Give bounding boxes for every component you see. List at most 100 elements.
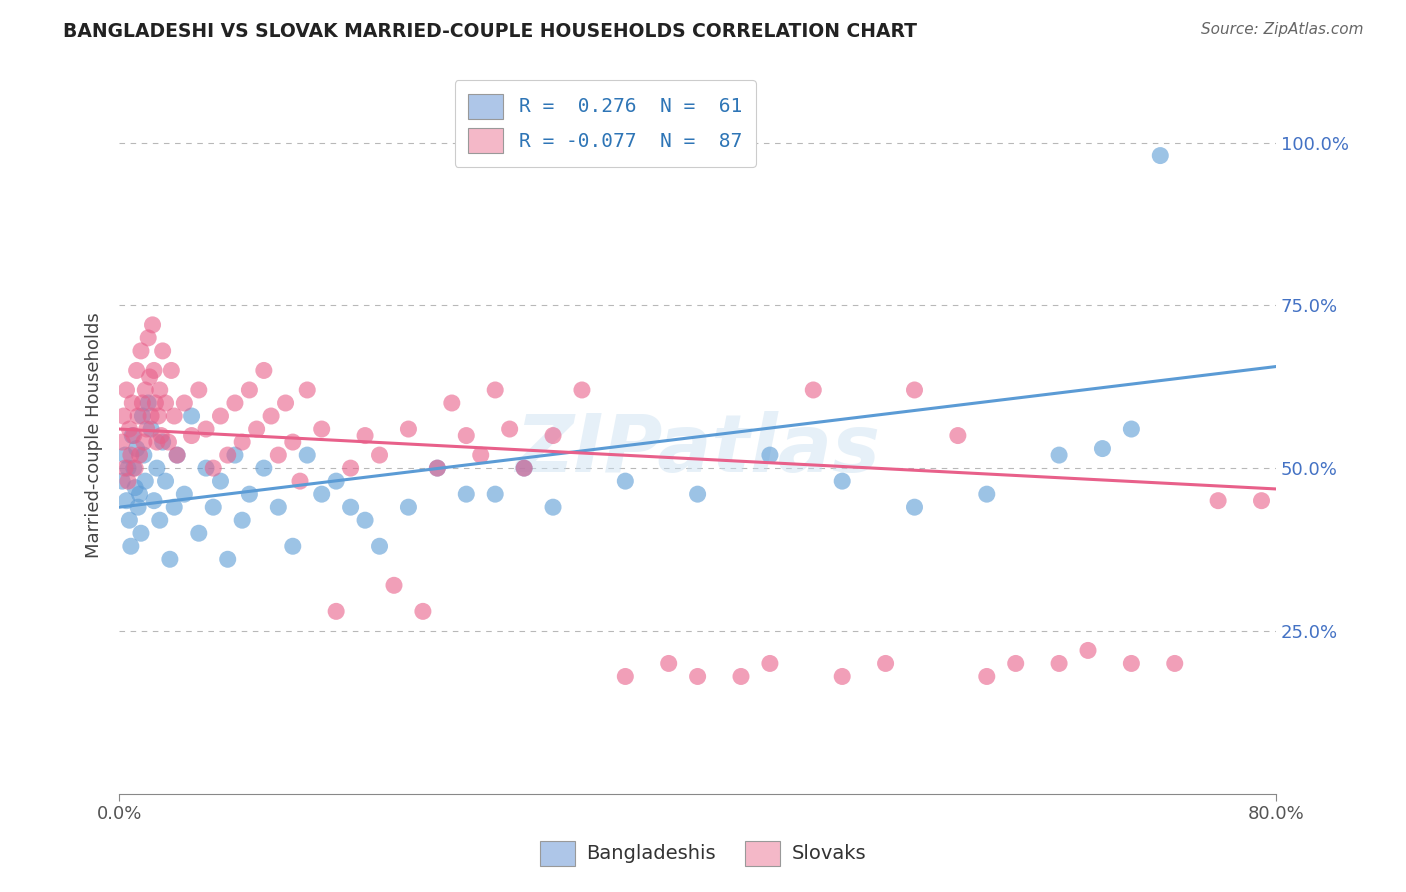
Point bbox=[120, 539, 142, 553]
Point bbox=[202, 500, 225, 515]
Point bbox=[117, 461, 139, 475]
Point bbox=[1206, 493, 1229, 508]
Point bbox=[155, 396, 177, 410]
Point bbox=[903, 383, 925, 397]
Point bbox=[187, 526, 209, 541]
Point bbox=[368, 448, 391, 462]
Point bbox=[127, 409, 149, 423]
Point bbox=[149, 513, 172, 527]
Legend: Bangladeshis, Slovaks: Bangladeshis, Slovaks bbox=[531, 833, 875, 873]
Point bbox=[132, 448, 155, 462]
Point bbox=[339, 500, 361, 515]
Point bbox=[1149, 148, 1171, 162]
Point bbox=[149, 383, 172, 397]
Point bbox=[730, 669, 752, 683]
Point bbox=[118, 422, 141, 436]
Point bbox=[139, 422, 162, 436]
Point bbox=[311, 422, 333, 436]
Point bbox=[166, 448, 188, 462]
Point bbox=[1250, 493, 1272, 508]
Point bbox=[339, 461, 361, 475]
Point bbox=[513, 461, 536, 475]
Point bbox=[260, 409, 283, 423]
Point bbox=[146, 461, 169, 475]
Point bbox=[132, 435, 155, 450]
Point bbox=[134, 474, 156, 488]
Point bbox=[125, 442, 148, 456]
Point bbox=[238, 487, 260, 501]
Point bbox=[118, 513, 141, 527]
Point bbox=[484, 487, 506, 501]
Point bbox=[173, 487, 195, 501]
Point bbox=[614, 474, 637, 488]
Point bbox=[297, 383, 319, 397]
Text: ZIPatlas: ZIPatlas bbox=[515, 411, 880, 489]
Point bbox=[136, 331, 159, 345]
Point bbox=[180, 409, 202, 423]
Point bbox=[470, 448, 492, 462]
Point bbox=[202, 461, 225, 475]
Point bbox=[267, 500, 290, 515]
Point bbox=[875, 657, 897, 671]
Point bbox=[281, 539, 304, 553]
Point bbox=[398, 500, 420, 515]
Point bbox=[498, 422, 520, 436]
Point bbox=[1047, 657, 1070, 671]
Point bbox=[146, 435, 169, 450]
Point bbox=[166, 448, 188, 462]
Point bbox=[195, 461, 218, 475]
Point bbox=[115, 383, 138, 397]
Point bbox=[224, 396, 246, 410]
Point bbox=[382, 578, 405, 592]
Point bbox=[121, 396, 143, 410]
Point bbox=[311, 487, 333, 501]
Point bbox=[759, 657, 782, 671]
Point bbox=[157, 435, 180, 450]
Point bbox=[398, 422, 420, 436]
Point bbox=[180, 428, 202, 442]
Point bbox=[1164, 657, 1187, 671]
Point bbox=[131, 396, 153, 410]
Point bbox=[152, 435, 174, 450]
Point bbox=[412, 604, 434, 618]
Point bbox=[114, 461, 136, 475]
Point bbox=[1077, 643, 1099, 657]
Point bbox=[267, 448, 290, 462]
Point bbox=[127, 500, 149, 515]
Point bbox=[163, 409, 186, 423]
Point bbox=[253, 363, 276, 377]
Point bbox=[976, 669, 998, 683]
Point bbox=[143, 493, 166, 508]
Point bbox=[155, 474, 177, 488]
Point bbox=[115, 493, 138, 508]
Point bbox=[246, 422, 269, 436]
Point bbox=[224, 448, 246, 462]
Point bbox=[139, 409, 162, 423]
Point bbox=[1121, 422, 1143, 436]
Point bbox=[297, 448, 319, 462]
Point bbox=[122, 461, 145, 475]
Point bbox=[173, 396, 195, 410]
Point bbox=[440, 396, 463, 410]
Point bbox=[145, 396, 167, 410]
Point bbox=[209, 474, 232, 488]
Point bbox=[1004, 657, 1026, 671]
Point bbox=[541, 428, 564, 442]
Point bbox=[141, 318, 163, 332]
Point bbox=[136, 396, 159, 410]
Point bbox=[187, 383, 209, 397]
Point bbox=[125, 363, 148, 377]
Text: Source: ZipAtlas.com: Source: ZipAtlas.com bbox=[1201, 22, 1364, 37]
Point bbox=[288, 474, 311, 488]
Point bbox=[513, 461, 536, 475]
Y-axis label: Married-couple Households: Married-couple Households bbox=[86, 313, 103, 558]
Point bbox=[111, 435, 134, 450]
Point bbox=[238, 383, 260, 397]
Point bbox=[325, 474, 347, 488]
Point bbox=[231, 513, 253, 527]
Point bbox=[135, 422, 157, 436]
Point bbox=[456, 487, 478, 501]
Point bbox=[111, 474, 134, 488]
Point bbox=[129, 526, 152, 541]
Point bbox=[114, 448, 136, 462]
